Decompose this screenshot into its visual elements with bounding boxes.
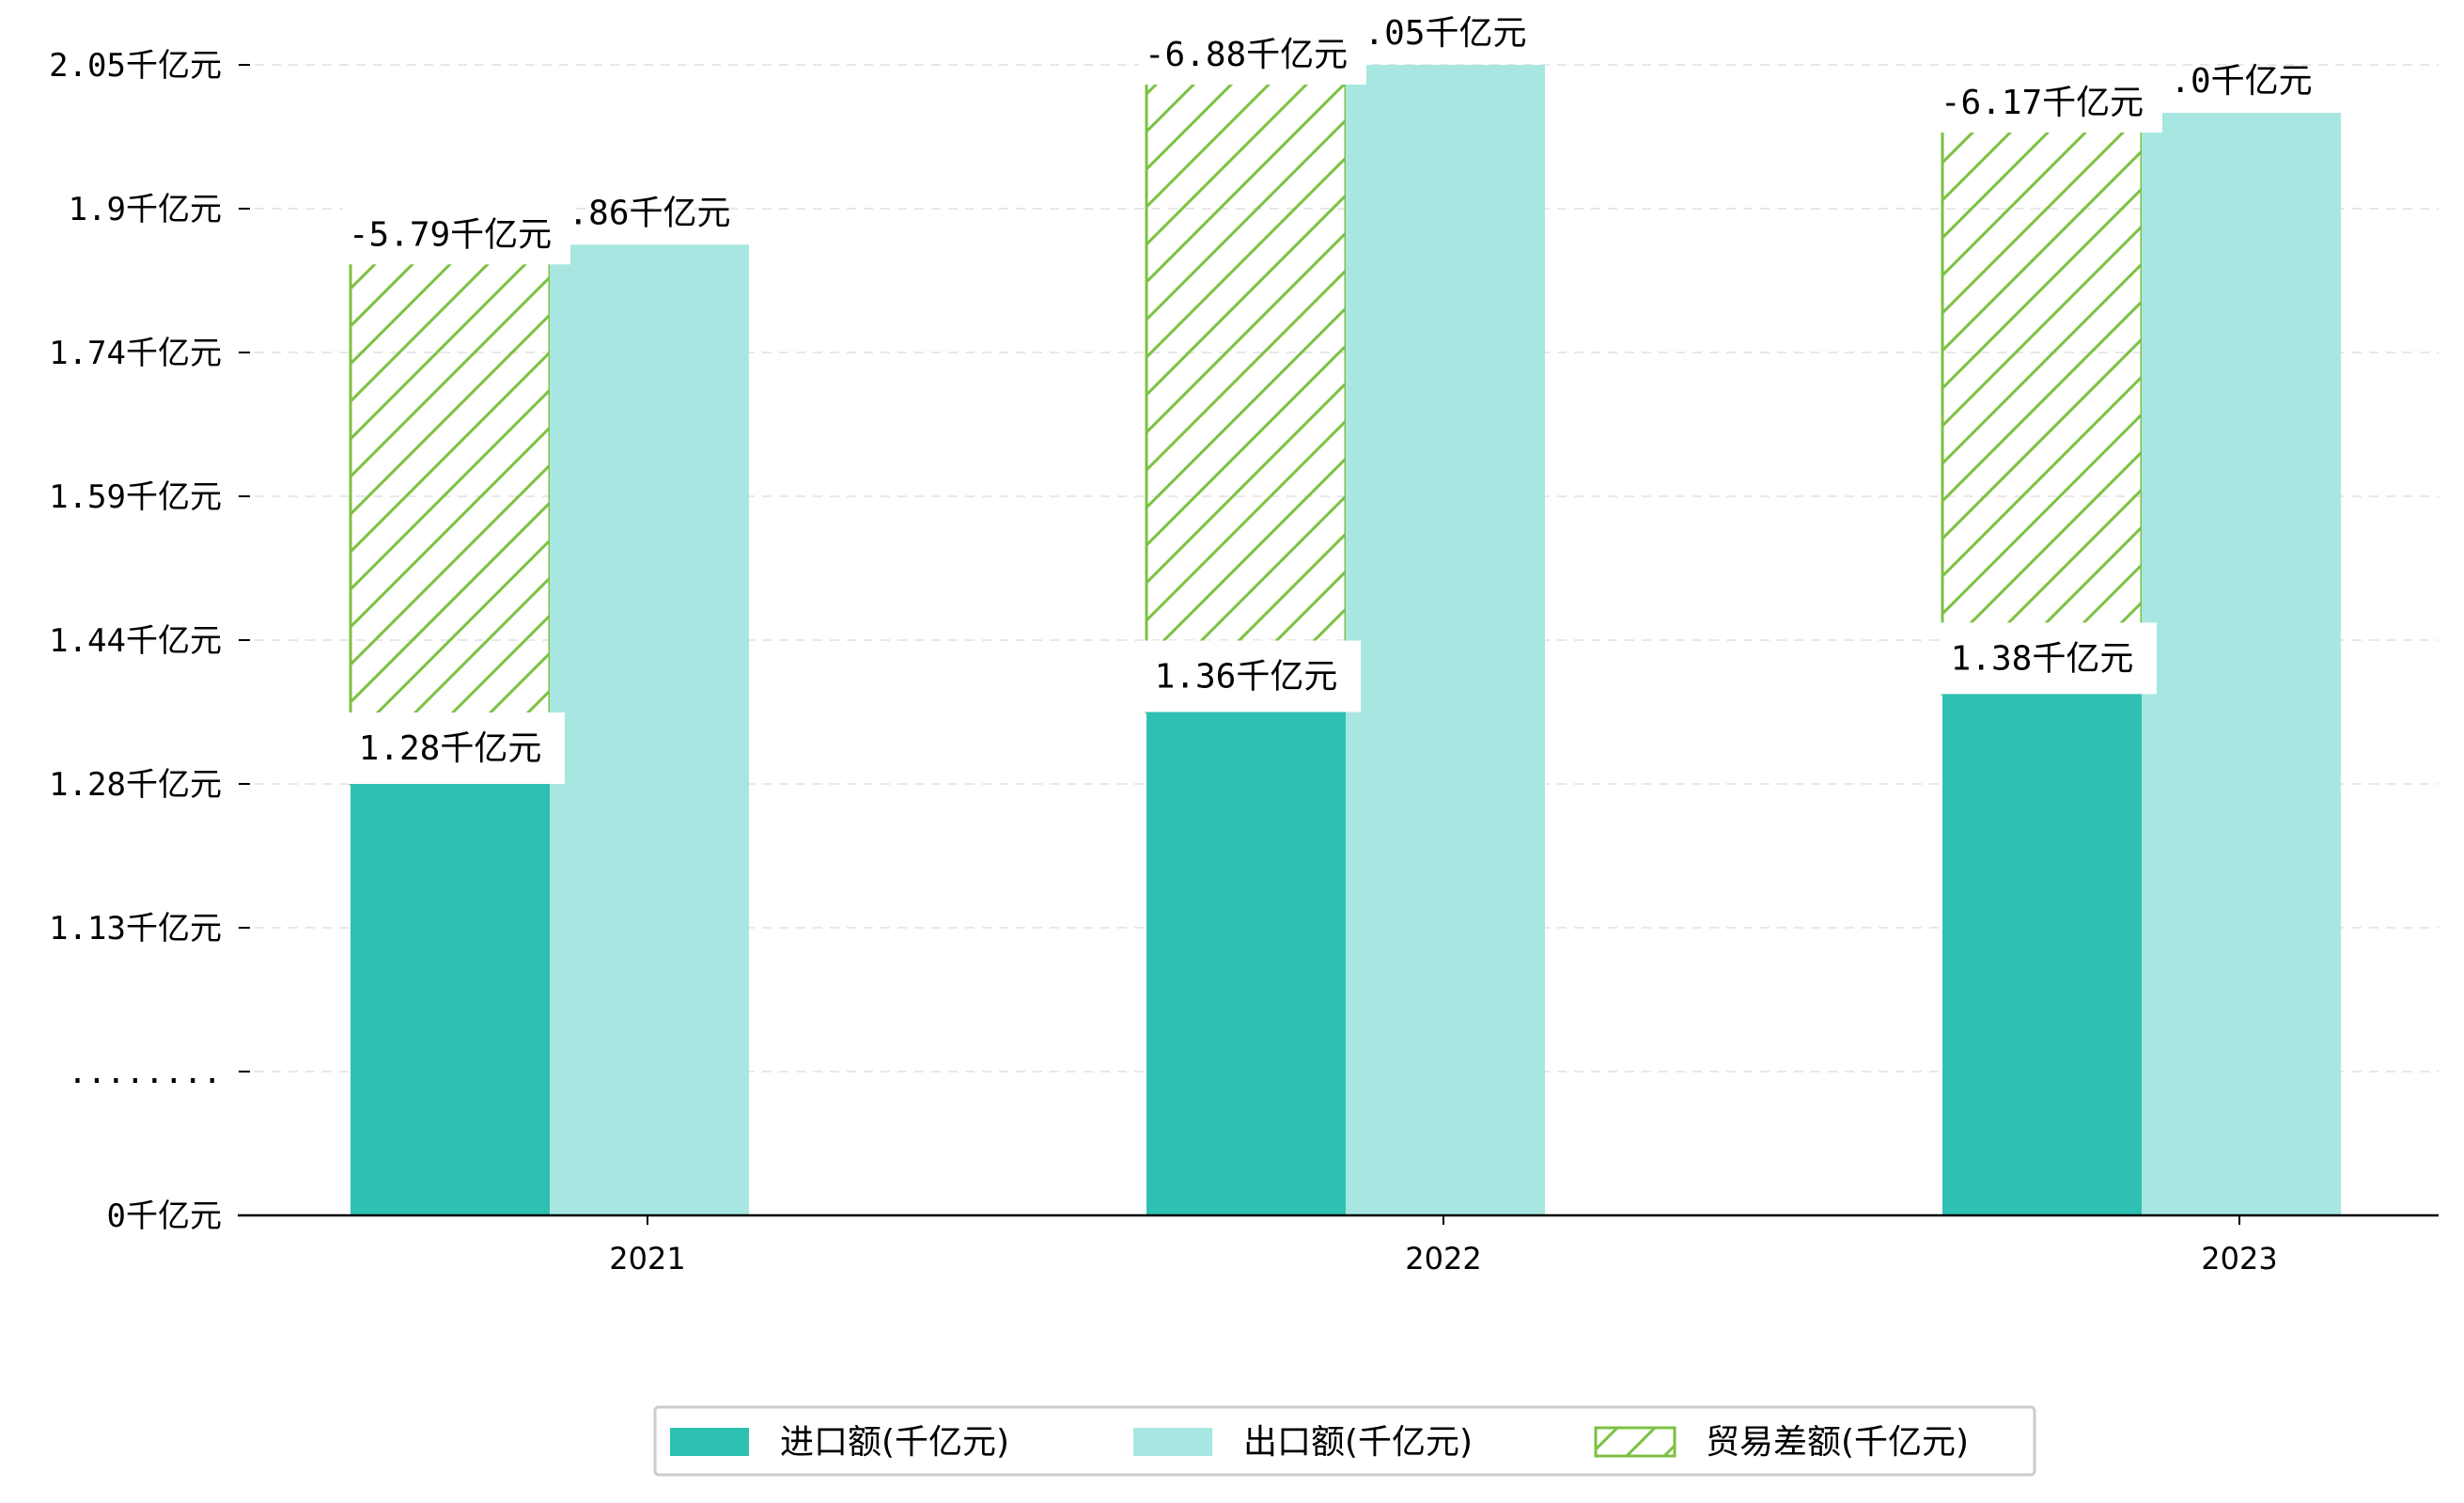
export-bar <box>1346 65 1545 1215</box>
export-value-label: .0千亿元 <box>2170 62 2312 101</box>
trade-balance-bar <box>1145 81 1348 713</box>
legend: 进口额(千亿元) 出口额(千亿元) 贸易差额(千亿元) <box>653 1405 2036 1477</box>
y-tick-label: 1.28千亿元 <box>49 766 222 804</box>
import-value-label: 1.36千亿元 <box>1155 658 1338 697</box>
y-tick-label: ........ <box>68 1054 222 1091</box>
data-labels: 1.28千亿元 -5.79千亿元 .86千亿元 1.36千亿元 -6.88千亿元 .05千… <box>343 14 2313 784</box>
balance-value-label: -5.79千亿元 <box>349 215 552 254</box>
export-value-label: .05千亿元 <box>1364 14 1526 53</box>
bars <box>349 65 2341 1215</box>
legend-box <box>653 1405 2036 1477</box>
export-bar <box>2142 113 2341 1215</box>
legend-label: 贸易差额(千亿元) <box>1706 1423 1969 1462</box>
x-tick-label: 2021 <box>609 1241 685 1276</box>
label-box <box>347 712 565 784</box>
y-tick-label: 2.05千亿元 <box>49 47 222 85</box>
legend-swatch <box>1133 1428 1212 1456</box>
legend-label: 进口额(千亿元) <box>780 1423 1009 1462</box>
import-bar <box>1942 694 2142 1215</box>
label-box <box>1143 640 1361 712</box>
x-tick-label: 2023 <box>2201 1241 2277 1276</box>
y-tick-label: 1.9千亿元 <box>69 191 222 228</box>
y-tick-label: 1.59千亿元 <box>49 478 222 516</box>
y-tick-label: 0千亿元 <box>107 1198 222 1235</box>
import-value-label: 1.38千亿元 <box>1951 639 2134 678</box>
export-bar <box>550 244 749 1215</box>
legend-swatch <box>670 1428 749 1456</box>
y-tick-label: 1.44千亿元 <box>49 622 222 660</box>
import-value-label: 1.28千亿元 <box>359 729 542 768</box>
legend-label: 出口额(千亿元) <box>1243 1423 1473 1462</box>
export-value-label: .86千亿元 <box>568 194 730 232</box>
import-bar <box>1146 712 1346 1215</box>
x-tick-label: 2022 <box>1405 1241 1481 1276</box>
trade-balance-bar <box>349 260 552 786</box>
label-box <box>1935 76 2162 133</box>
balance-value-label: -6.88千亿元 <box>1145 36 1348 74</box>
label-box <box>343 208 570 265</box>
label-box <box>1139 28 1366 85</box>
y-tick-label: 1.74千亿元 <box>49 335 222 372</box>
import-bar <box>351 784 550 1215</box>
balance-value-label: -6.17千亿元 <box>1941 84 2144 122</box>
trade-balance-bar <box>1941 129 2144 696</box>
label-box <box>1939 622 2157 695</box>
axes: 0千亿元........ 1.13千亿元 1.28千亿元 1.44千亿元 1.59千亿元… <box>49 47 2439 1276</box>
y-tick-label: 1.13千亿元 <box>49 910 222 947</box>
legend-swatch <box>1594 1426 1676 1458</box>
